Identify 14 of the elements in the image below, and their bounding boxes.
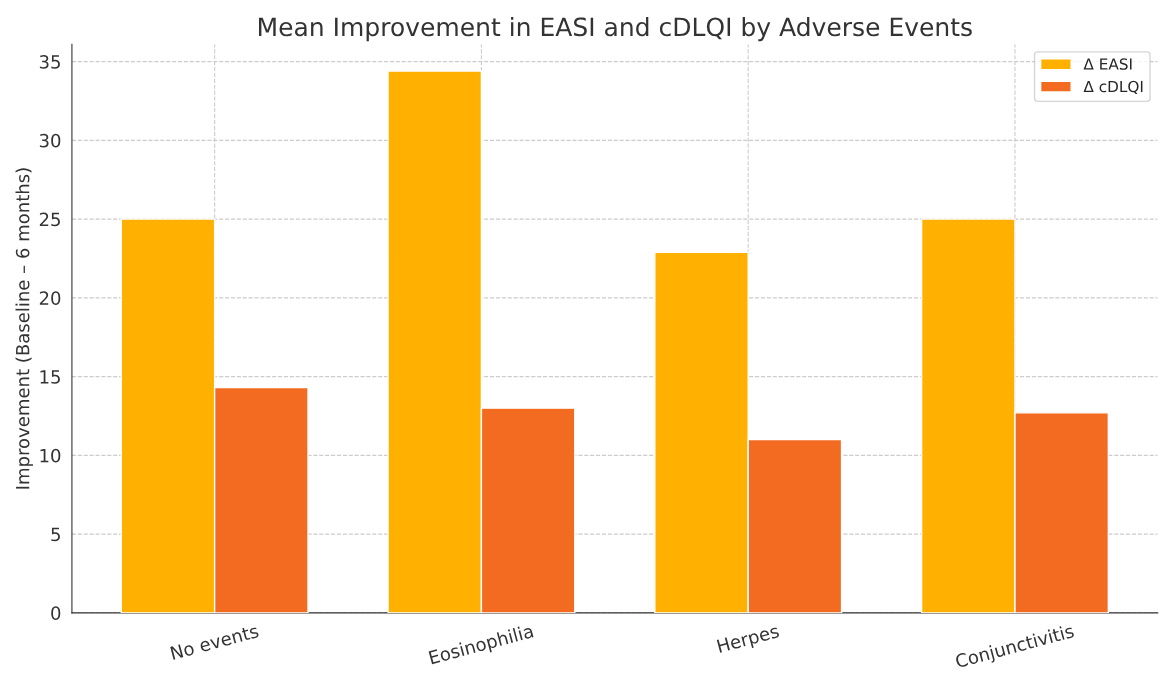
chart-title: Mean Improvement in EASI and cDLQI by Adverse Events (259, 16, 972, 42)
y-tick-label: 10 (40, 448, 61, 463)
legend-label: Δ EASI (1083, 58, 1132, 70)
y-tick-label: 20 (39, 291, 61, 305)
y-tick-label: 35 (39, 55, 60, 69)
x-tick-label: Herpes (716, 624, 781, 657)
y-tick-label: 5 (51, 527, 60, 542)
y-axis-title: Improvement (Baseline – 6 months) (15, 168, 33, 489)
y-tick-label: 15 (40, 370, 60, 384)
x-tick-label: No events (170, 624, 260, 660)
y-tick-label: 30 (39, 133, 61, 148)
legend-label: Δ cDLQI (1083, 80, 1143, 95)
y-tick-label: 0 (51, 606, 61, 621)
y-tick-label: 25 (39, 212, 60, 227)
